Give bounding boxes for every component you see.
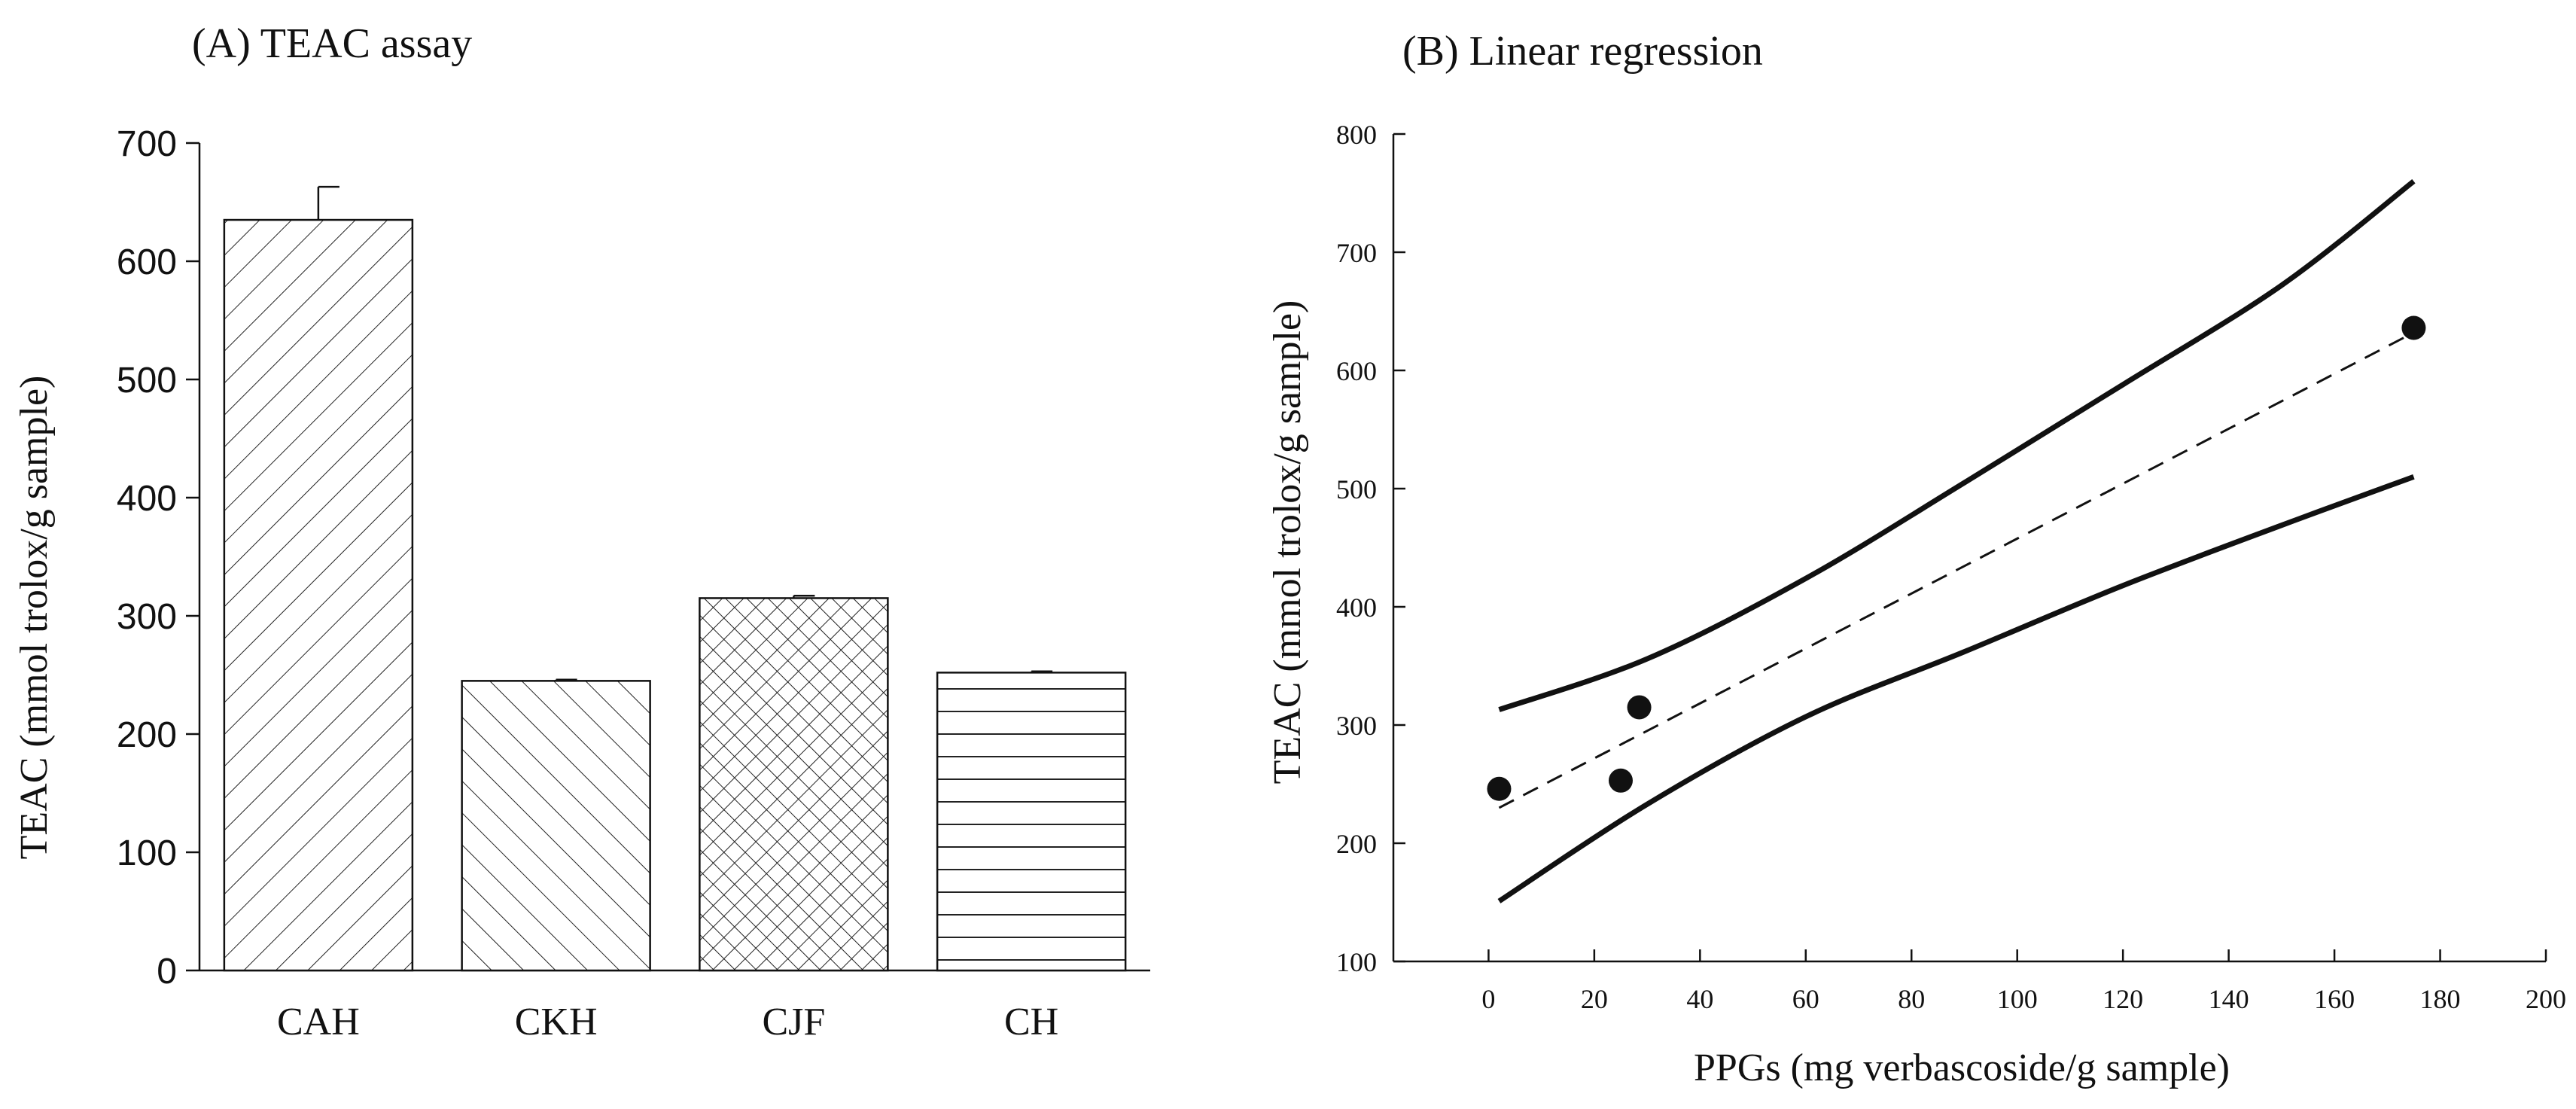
panel-b: (B) Linear regression TEAC (mmol trolox/…	[1266, 28, 2566, 1089]
panel-b-ylabel: TEAC (mmol trolox/g sample)	[1266, 300, 1309, 785]
data-point	[1608, 768, 1633, 793]
bar-ch	[936, 672, 1127, 972]
panel-b-ytick-label: 800	[1336, 120, 1377, 150]
panel-a-ytick-label: 0	[157, 952, 177, 992]
panel-b-points	[1487, 315, 2426, 801]
panel-a-xtick-label: CJF	[762, 1001, 825, 1043]
panel-b-xtick-label: 140	[2209, 984, 2249, 1014]
panel-b-ytick-label: 300	[1336, 711, 1377, 741]
panel-a-x-tick-labels: CAH CKH CJF CH	[277, 1001, 1058, 1043]
panel-a-ytick-label: 400	[117, 479, 177, 519]
panel-b-xtick-label: 100	[1997, 984, 2038, 1014]
panel-a-title: (A) TEAC assay	[192, 20, 472, 67]
data-point	[1627, 695, 1652, 720]
panel-b-xtick-label: 120	[2103, 984, 2143, 1014]
panel-b-y-ticks: 100 200 300 400 500 600 700 800	[1336, 120, 1405, 977]
panel-b-xtick-label: 80	[1898, 984, 1925, 1014]
panel-a-xtick-label: CKH	[515, 1001, 598, 1043]
panel-b-xtick-label: 20	[1581, 984, 1608, 1014]
panel-b-ytick-label: 600	[1336, 356, 1377, 386]
panel-a-xtick-label: CAH	[277, 1001, 360, 1043]
confidence-band-upper	[1498, 179, 2416, 712]
panel-b-ytick-label: 700	[1336, 238, 1377, 268]
panel-a-y-ticks: 0 100 200 300 400 500 600 700	[117, 124, 199, 992]
panel-b-x-ticks: 0 20 40 60 80 100 120 140 160 180 200	[1481, 949, 2566, 1014]
panel-b-xlabel: PPGs (mg verbascoside/g sample)	[1694, 1047, 2230, 1089]
bar-cjf	[699, 597, 889, 972]
panel-a-ytick-label: 200	[117, 715, 177, 755]
bar-ckh	[461, 680, 651, 972]
panel-b-ytick-label: 100	[1336, 947, 1377, 977]
data-point	[1487, 776, 1512, 801]
bar-cah	[223, 218, 414, 972]
data-point	[2401, 315, 2426, 340]
panel-a-bars	[223, 185, 1127, 972]
panel-b-title: (B) Linear regression	[1402, 28, 1763, 75]
panel-a-ytick-label: 700	[117, 124, 177, 164]
confidence-band-lower	[1497, 474, 2415, 903]
panel-b-ytick-label: 500	[1336, 474, 1377, 504]
panel-b-xtick-label: 180	[2420, 984, 2461, 1014]
panel-b-xtick-label: 60	[1792, 984, 1819, 1014]
panel-a-ylabel: TEAC (mmol trolox/g sample)	[13, 376, 56, 860]
panel-b-ytick-label: 200	[1336, 829, 1377, 859]
panel-b-xtick-label: 160	[2314, 984, 2355, 1014]
panel-a-ytick-label: 600	[117, 242, 177, 282]
panel-b-xtick-label: 200	[2526, 984, 2566, 1014]
panel-a-ytick-label: 100	[117, 833, 177, 873]
panel-b-ytick-label: 400	[1336, 593, 1377, 623]
panel-b-xtick-label: 40	[1686, 984, 1713, 1014]
panel-b-xtick-label: 0	[1481, 984, 1495, 1014]
panel-a: (A) TEAC assay TEAC (mmol trolox/g sampl…	[13, 20, 1150, 1043]
regression-line	[1498, 331, 2415, 809]
panel-a-xtick-label: CH	[1004, 1001, 1058, 1043]
panel-b-curves	[1497, 179, 2416, 903]
panel-a-ytick-label: 300	[117, 597, 177, 637]
panel-a-ytick-label: 500	[117, 361, 177, 401]
